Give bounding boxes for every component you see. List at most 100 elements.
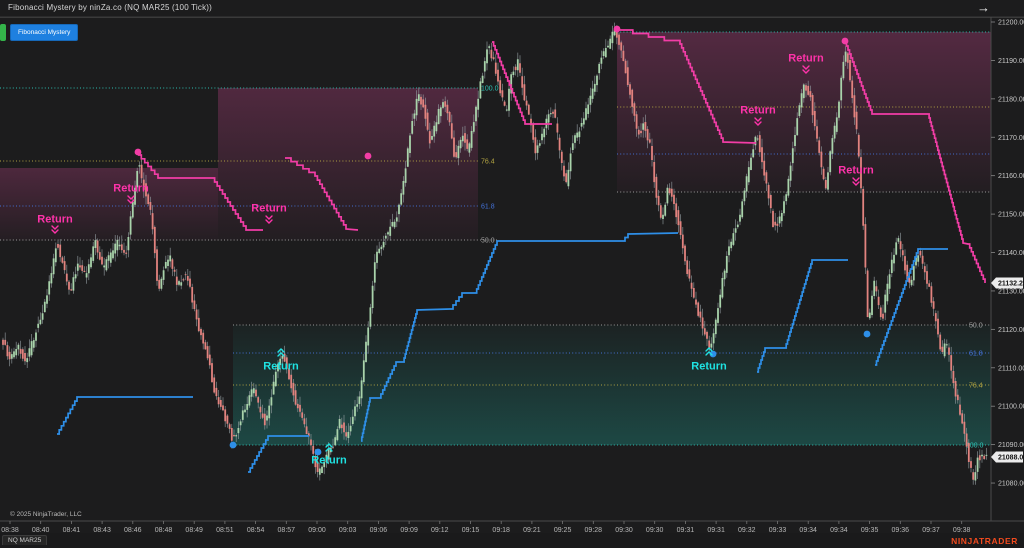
time-axis-label: 09:18 [492,527,510,534]
price-badge-value: 21088.00 [998,455,1024,462]
time-axis-label: 09:36 [892,527,910,534]
return-label: Return [37,214,73,226]
return-arrow-up-icon [705,347,713,356]
time-axis-label: 09:21 [523,527,541,534]
swing-high-dot [364,152,372,160]
swing-low-dot [709,350,717,358]
blue-trailing-line [248,435,309,473]
return-label: Return [691,361,727,373]
price-axis-label: 21150.00 [998,212,1024,219]
time-axis-label: 09:30 [646,527,664,534]
forward-arrow-icon[interactable]: → [977,0,990,15]
fib-resistance-zone [617,32,991,192]
price-axis-label: 21200.00 [998,20,1024,27]
return-arrow-down-icon [127,195,135,204]
time-axis-label: 09:12 [431,527,449,534]
swing-low-dot [229,441,237,449]
return-arrow-up-icon [325,443,333,452]
price-axis-label: 21100.00 [998,404,1024,411]
time-axis-label: 09:35 [861,527,879,534]
return-label: Return [251,203,287,215]
fib-level-label: 100.0 [966,443,984,450]
copyright-text: © 2025 NinjaTrader, LLC [10,511,82,518]
pink-trailing-line [617,29,757,144]
time-axis-label: 09:00 [308,527,326,534]
time-axis-label: 09:34 [799,527,817,534]
return-label: Return [113,183,149,195]
blue-trailing-line [875,248,948,366]
time-axis-label: 09:28 [585,527,603,534]
time-axis-label: 08:54 [247,527,265,534]
time-axis-label: 09:30 [615,527,633,534]
return-label: Return [788,53,824,65]
swing-high-dot [613,25,621,33]
time-axis-label: 08:57 [278,527,296,534]
time-axis[interactable]: 08:38 08:40 08:41 08:43 08:46 08:48 08:49 08:51… [1,521,971,534]
return-label: Return [740,105,776,117]
indicator-color-chip [0,24,6,41]
pink-trailing-line [138,154,263,231]
time-axis-label: 08:41 [63,527,81,534]
return-arrow-down-icon [754,117,762,126]
price-axis-label: 21090.00 [998,442,1024,449]
blue-trailing-line [360,232,679,442]
fib-resistance-zone [218,88,478,241]
return-arrow-down-icon [802,65,810,74]
price-axis-label: 21170.00 [998,135,1024,142]
time-axis-label: 09:31 [677,527,695,534]
price-axis[interactable]: 21200.00 21190.00 21180.00 21170.00 21160.00… [991,20,1024,488]
return-label: Return [311,455,347,467]
time-axis-label: 09:31 [707,527,725,534]
fib-resistance-zone [0,168,218,241]
swing-high-dot [841,37,849,45]
swing-low-dot [314,448,322,456]
time-axis-label: 08:38 [1,527,19,534]
blue-trailing-line [57,396,193,435]
swing-low-dot [863,330,871,338]
price-axis-label: 21190.00 [998,58,1024,65]
swing-high-dot [134,148,142,156]
fib-level-label: 50.0 [969,323,983,330]
time-axis-label: 09:15 [462,527,480,534]
price-badge: 21132.25 [991,277,1024,289]
blue-trailing-line [757,259,848,373]
pink-trailing-line [492,41,552,125]
time-axis-label: 09:03 [339,527,357,534]
time-axis-label: 09:09 [400,527,418,534]
plot-area[interactable]: 100.0 76.4 61.8 50.0 50.0 61.8 76.4 100.0 Return… [0,22,991,485]
fib-level-label: 76.4 [969,383,983,390]
return-arrow-down-icon [265,215,273,224]
pink-trailing-line [845,41,986,283]
price-axis-label: 21110.00 [998,365,1024,372]
time-axis-label: 09:32 [738,527,756,534]
pink-trailing-line [285,157,359,231]
time-axis-label: 08:49 [185,527,203,534]
window-title: Fibonacci Mystery by ninZa.co (NQ MAR25 … [8,3,213,12]
return-label: Return [838,165,874,177]
price-axis-label: 21120.00 [998,327,1024,334]
time-axis-label: 08:43 [93,527,111,534]
up-candles [10,29,988,481]
time-axis-label: 09:06 [370,527,388,534]
fibonacci-mystery-button[interactable]: Fibonacci Mystery [10,24,79,41]
time-axis-label: 08:46 [124,527,142,534]
price-axis-label: 21160.00 [998,173,1024,180]
fib-support-zone [233,325,991,445]
return-arrow-down-icon [51,225,59,234]
fib-level-label: 50.0 [481,238,495,245]
time-axis-label: 08:48 [155,527,173,534]
instrument-tab[interactable]: NQ MAR25 [2,535,48,545]
time-axis-label: 08:51 [216,527,234,534]
fib-level-label: 61.8 [969,351,983,358]
price-axis-label: 21080.00 [998,481,1024,488]
down-candles [2,31,986,480]
time-axis-label: 09:38 [953,527,971,534]
price-axis-label: 21130.00 [998,288,1024,295]
price-axis-label: 21140.00 [998,250,1024,257]
return-label: Return [263,361,299,373]
price-axis-label: 21180.00 [998,96,1024,103]
fib-level-label: 61.8 [481,204,495,211]
price-badge: 21088.00 [991,451,1024,463]
